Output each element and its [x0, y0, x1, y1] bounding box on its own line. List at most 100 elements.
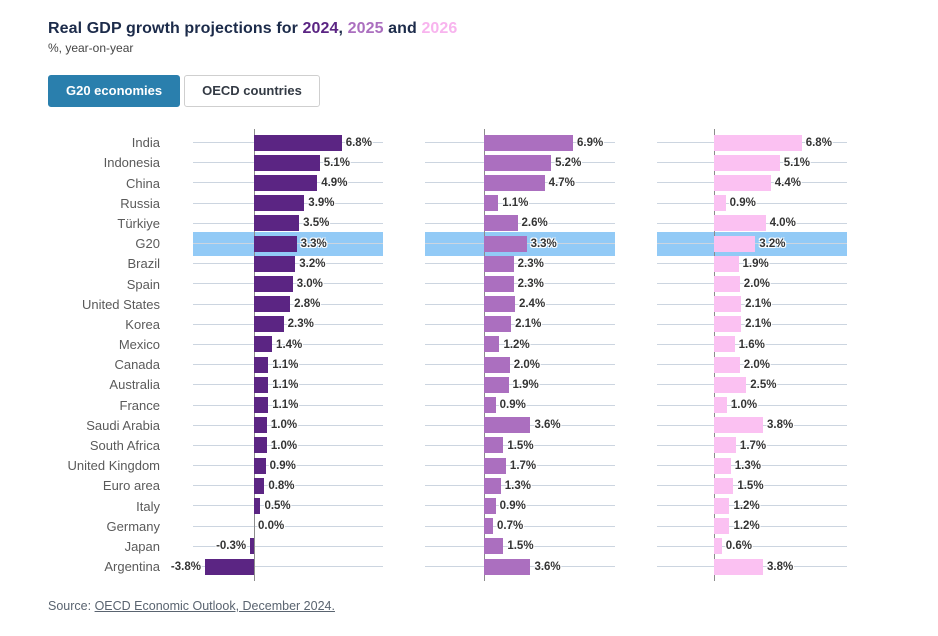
bar-2026 — [714, 215, 766, 232]
gridline — [425, 303, 615, 305]
country-label: Italy — [136, 498, 160, 514]
chart-row: 3.6% — [425, 415, 615, 435]
gridline — [425, 545, 615, 547]
bar-2026 — [714, 437, 736, 454]
bar-2024 — [254, 397, 269, 414]
bar-2025 — [484, 316, 512, 333]
chart-panels: 6.8% 5.1% 4.9% 3.9% 3.5% 3.3% 3.2% 3.0% 2.8% 2.3%… — [171, 128, 847, 581]
bar-2025 — [484, 518, 494, 535]
country-label: G20 — [135, 236, 160, 252]
panel-2024: 6.8% 5.1% 4.9% 3.9% 3.5% 3.3% 3.2% 3.0% 2.8% 2.3%… — [171, 128, 383, 581]
gridline — [657, 343, 847, 345]
bar-2025 — [484, 296, 515, 313]
gridline — [193, 444, 383, 446]
country-label: Spain — [126, 276, 160, 292]
value-label: 6.9% — [577, 136, 604, 149]
country-label: China — [126, 175, 160, 191]
value-label: 1.7% — [739, 439, 767, 452]
chart-row: 0.9% — [425, 395, 615, 415]
value-label: 1.2% — [733, 520, 760, 533]
value-label: 1.7% — [509, 459, 537, 472]
chart-row: 3.3% — [193, 231, 383, 256]
gridline — [657, 283, 847, 285]
bar-2024 — [254, 336, 273, 353]
gridline — [657, 444, 847, 446]
value-label: 3.0% — [296, 278, 323, 290]
bar-2026 — [714, 457, 731, 474]
bar-2025 — [484, 134, 573, 151]
bar-2025 — [484, 195, 499, 212]
value-label: 0.9% — [269, 459, 296, 472]
label-row: Euro area — [48, 476, 160, 496]
bar-2025 — [484, 497, 496, 514]
country-label: United States — [81, 296, 160, 312]
value-label: 0.0% — [258, 520, 285, 533]
country-label: United Kingdom — [67, 458, 161, 474]
bar-2026 — [714, 316, 742, 333]
label-row: India — [48, 133, 160, 153]
chart-row: 2.4% — [425, 294, 615, 314]
bar-2024 — [254, 457, 266, 474]
chart-row: 0.9% — [193, 456, 383, 476]
gridline — [425, 202, 615, 204]
chart-row: 5.1% — [657, 153, 847, 173]
chart-row: 2.0% — [425, 355, 615, 375]
bar-2025 — [484, 235, 527, 252]
chart-row: 1.7% — [425, 456, 615, 476]
chart-row: 1.1% — [193, 355, 383, 375]
bar-2026 — [714, 558, 764, 575]
value-label: 1.4% — [276, 338, 303, 351]
chart-row: 3.8% — [657, 557, 847, 577]
bar-2024 — [254, 477, 265, 494]
label-row: G20 — [48, 234, 160, 254]
chart-row: 3.8% — [657, 415, 847, 435]
value-label: 3.8% — [767, 560, 794, 573]
value-label: 3.3% — [530, 237, 557, 250]
value-label: 5.2% — [555, 156, 582, 169]
tab-oecd-countries[interactable]: OECD countries — [184, 75, 320, 107]
value-label: 0.9% — [499, 399, 526, 412]
value-label: 2.1% — [515, 318, 542, 331]
country-label: Euro area — [102, 478, 160, 494]
bar-2025 — [484, 477, 501, 494]
chart-row: 5.1% — [193, 153, 383, 173]
bar-2026 — [714, 518, 730, 535]
bar-2024 — [254, 356, 269, 373]
value-label: 2.5% — [750, 378, 777, 391]
label-row: Saudi Arabia — [48, 415, 160, 435]
label-row: China — [48, 173, 160, 193]
value-label: 4.4% — [774, 177, 801, 190]
chart-row: 2.0% — [657, 355, 847, 375]
chart-row: 1.0% — [657, 395, 847, 415]
gridline — [193, 323, 383, 325]
chart-row: 3.2% — [657, 231, 847, 256]
value-label: 3.6% — [534, 419, 561, 432]
page-title: Real GDP growth projections for 2024, 20… — [48, 20, 938, 38]
chart-row: 0.9% — [657, 193, 847, 213]
chart-row: 0.5% — [193, 496, 383, 516]
source-link[interactable]: OECD Economic Outlook, December 2024. — [94, 598, 335, 613]
value-label: 4.9% — [321, 177, 348, 190]
chart-row: 4.7% — [425, 173, 615, 193]
bar-2026 — [714, 255, 739, 272]
chart-row: 2.1% — [657, 294, 847, 314]
tab-g20-economies[interactable]: G20 economies — [48, 75, 181, 107]
bar-2025 — [484, 437, 504, 454]
chart-row: 0.9% — [425, 496, 615, 516]
tab-bar: G20 economies OECD countries — [48, 75, 938, 107]
bar-2026 — [714, 497, 730, 514]
chart-row: 2.8% — [193, 294, 383, 314]
source-prefix: Source: — [48, 598, 95, 613]
bar-2025 — [484, 154, 552, 171]
gridline — [425, 465, 615, 467]
country-label: Germany — [106, 518, 160, 534]
label-row: Korea — [48, 314, 160, 334]
label-row: Japan — [48, 536, 160, 556]
bar-2026 — [714, 538, 722, 555]
source-line: Source: OECD Economic Outlook, December … — [48, 599, 938, 613]
value-label: 1.9% — [742, 257, 769, 270]
bar-2024 — [254, 316, 284, 333]
bar-2026 — [714, 356, 740, 373]
label-row: Mexico — [48, 334, 160, 354]
chart-row: -3.8% — [171, 557, 383, 577]
